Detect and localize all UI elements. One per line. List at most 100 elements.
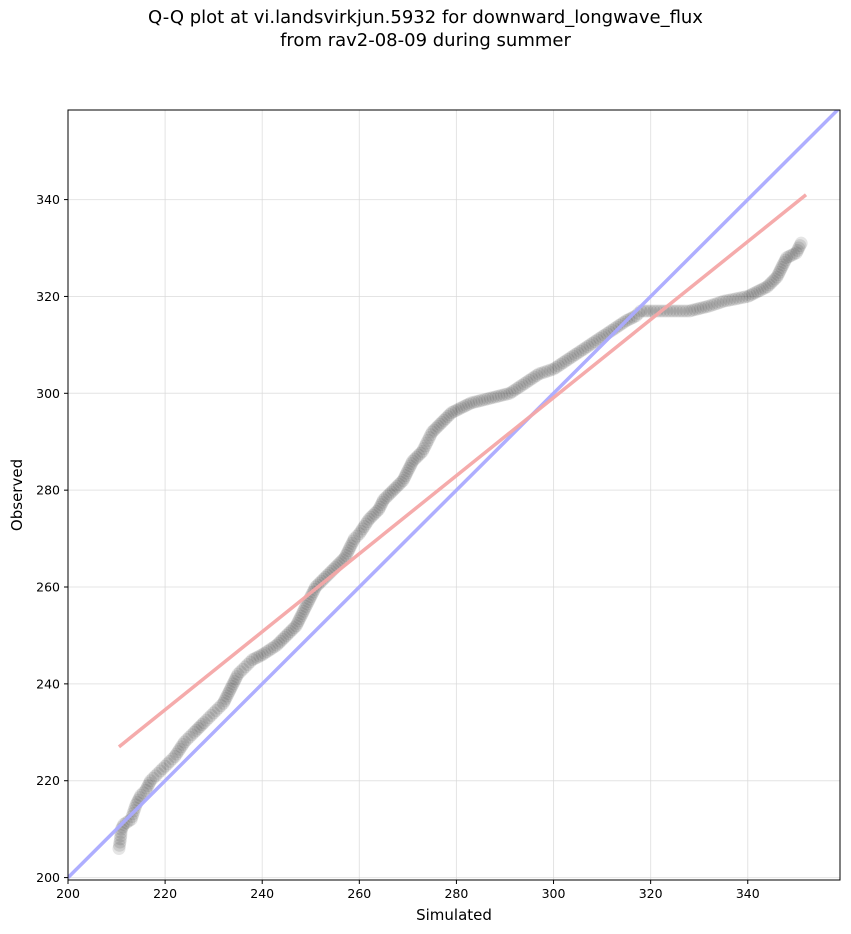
data-point xyxy=(787,247,801,261)
data-point xyxy=(478,393,492,407)
data-point xyxy=(538,365,552,379)
data-point xyxy=(696,301,710,315)
y-tick-label: 200 xyxy=(36,870,60,885)
data-point xyxy=(792,241,806,255)
data-point xyxy=(370,504,384,518)
data-point xyxy=(513,380,527,394)
data-point xyxy=(112,842,126,856)
data-point xyxy=(401,464,415,478)
data-point xyxy=(420,436,434,450)
data-point xyxy=(165,752,179,766)
data-point xyxy=(265,641,279,655)
data-point xyxy=(716,294,730,308)
data-point xyxy=(281,627,295,641)
data-point xyxy=(691,302,705,316)
data-point xyxy=(299,599,313,613)
data-point xyxy=(139,783,153,797)
data-point xyxy=(503,386,517,400)
data-point xyxy=(207,706,221,720)
data-point xyxy=(525,372,539,386)
data-point xyxy=(492,389,506,403)
chart-subtitle: from rav2-08-09 during summer xyxy=(280,30,571,51)
data-point xyxy=(142,776,156,790)
data-point xyxy=(116,820,130,834)
data-point xyxy=(486,390,500,404)
y-tick-label: 280 xyxy=(36,483,60,498)
data-point xyxy=(359,517,373,531)
data-point xyxy=(497,388,511,402)
data-point xyxy=(356,522,370,536)
data-point xyxy=(422,431,436,445)
data-point xyxy=(412,448,426,462)
data-point xyxy=(673,304,687,318)
data-point xyxy=(443,408,457,422)
data-point xyxy=(475,393,489,407)
data-point xyxy=(644,304,658,318)
data-point xyxy=(272,636,286,650)
x-tick-label: 320 xyxy=(639,886,663,901)
data-point xyxy=(610,320,624,334)
data-point xyxy=(314,574,328,588)
data-point xyxy=(573,344,587,358)
data-point xyxy=(410,450,424,464)
data-point xyxy=(748,286,762,300)
data-point xyxy=(354,524,368,538)
data-point xyxy=(640,304,654,318)
data-point xyxy=(766,274,780,288)
data-point xyxy=(260,645,274,659)
data-point xyxy=(222,684,236,698)
data-point xyxy=(360,515,374,529)
data-point xyxy=(204,708,218,722)
data-point xyxy=(295,607,309,621)
data-point xyxy=(158,759,172,773)
data-point xyxy=(276,632,290,646)
data-point xyxy=(340,546,354,560)
data-point xyxy=(505,385,519,399)
data-point xyxy=(294,609,308,623)
data-point xyxy=(454,401,468,415)
data-point xyxy=(515,378,529,392)
data-point xyxy=(746,287,760,301)
data-point xyxy=(243,655,257,669)
data-point xyxy=(146,771,160,785)
data-point xyxy=(214,699,228,713)
data-point xyxy=(274,634,288,648)
data-point xyxy=(225,679,239,693)
data-point xyxy=(267,640,281,654)
data-point xyxy=(793,239,807,253)
data-point xyxy=(174,740,188,754)
data-point xyxy=(554,357,568,371)
data-point xyxy=(182,730,196,744)
data-point xyxy=(191,721,205,735)
data-point xyxy=(316,572,330,586)
data-point xyxy=(585,336,599,350)
data-point xyxy=(246,653,260,667)
reference-lines xyxy=(68,110,840,879)
data-point xyxy=(212,701,226,715)
data-point xyxy=(238,660,252,674)
data-point xyxy=(176,737,190,751)
data-point xyxy=(544,363,558,377)
plot-frame xyxy=(67,109,841,881)
data-point xyxy=(464,396,478,410)
data-point xyxy=(462,397,476,411)
data-point xyxy=(392,477,406,491)
data-point xyxy=(714,295,728,309)
data-point xyxy=(551,359,565,373)
data-point xyxy=(772,265,786,279)
data-point xyxy=(406,454,420,468)
data-point xyxy=(220,689,234,703)
data-point xyxy=(522,373,536,387)
data-point xyxy=(417,442,431,456)
data-point xyxy=(293,611,307,625)
data-point xyxy=(227,674,241,688)
data-point xyxy=(153,764,167,778)
data-point xyxy=(128,801,142,815)
data-point xyxy=(199,713,213,727)
data-point xyxy=(764,276,778,290)
data-point xyxy=(140,781,154,795)
data-point xyxy=(134,788,148,802)
data-point xyxy=(470,395,484,409)
data-point xyxy=(789,246,803,260)
data-point xyxy=(185,728,199,742)
